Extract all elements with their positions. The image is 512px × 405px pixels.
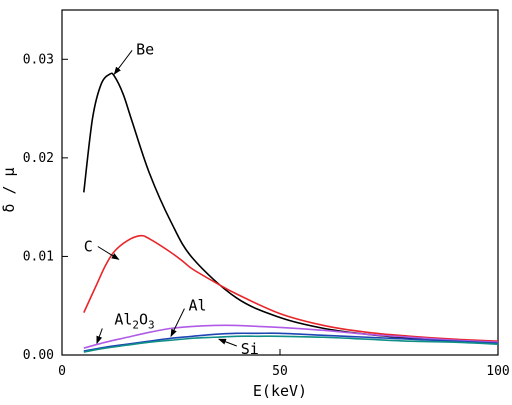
series-line-c	[83, 234, 499, 342]
arrow-c	[97, 246, 120, 260]
series-label-al: Al	[188, 297, 206, 315]
y-axis-title: δ / μ	[0, 167, 18, 212]
arrow-al	[170, 308, 185, 338]
series-layer	[83, 72, 499, 353]
series-label-si: Si	[241, 340, 259, 358]
series-label-be: Be	[136, 40, 154, 58]
plot-frame	[61, 9, 499, 356]
x-tick-label: 100	[486, 364, 509, 379]
arrow-si	[218, 338, 237, 347]
x-axis: 0 50 100	[58, 349, 510, 379]
y-tick-label: 0.02	[23, 151, 54, 166]
x-tick-label: 0	[58, 364, 66, 379]
y-tick-label: 0.01	[23, 249, 54, 264]
series-line-al	[83, 332, 499, 352]
arrow-al2o3	[96, 328, 103, 345]
series-line-al2o3	[83, 324, 499, 349]
x-tick-label: 50	[272, 364, 288, 379]
series-label-c: C	[84, 238, 93, 256]
y-tick-label: 0.03	[23, 52, 54, 67]
series-label-al2o3: Al2O3	[114, 310, 154, 331]
x-axis-title: E(keV)	[253, 382, 307, 400]
arrow-be	[113, 50, 133, 75]
series-line-si	[83, 335, 499, 353]
label-layer: Be C Al2O3 Al Si	[84, 40, 259, 358]
series-line-be	[83, 72, 499, 344]
y-axis: 0.00 0.01 0.02 0.03	[23, 52, 68, 363]
y-tick-label: 0.00	[23, 348, 54, 363]
